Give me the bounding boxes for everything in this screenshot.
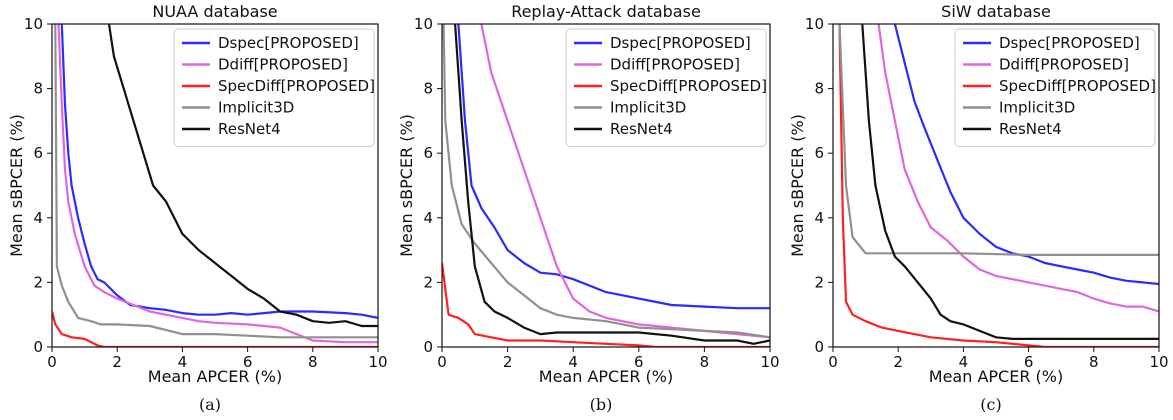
legend-label: ResNet4 (999, 120, 1062, 138)
x-tick-label: 2 (112, 353, 122, 371)
y-tick-label: 8 (33, 80, 43, 98)
y-axis-label: Mean sBPCER (%) (7, 114, 26, 257)
legend-label: Dspec[PROPOSED] (218, 34, 359, 52)
y-tick-label: 0 (423, 338, 433, 356)
x-tick-label: 2 (893, 353, 903, 371)
chart-panel: 0 2 4 6 8 10 0 2 4 6 8 10 Replay-Attack database Mean… (397, 2, 780, 414)
x-tick-label: 4 (568, 353, 578, 371)
series-line-resnet4 (107, 24, 378, 328)
legend: Dspec[PROPOSED] Ddiff[PROPOSED] SpecDiff[P… (173, 28, 375, 147)
series-line-dspec-proposed (457, 24, 770, 310)
y-axis-label: Mean sBPCER (%) (397, 114, 416, 257)
panel-caption: (c) (980, 395, 1001, 414)
y-tick-label: 10 (414, 15, 433, 33)
chart-panel: 0 2 4 6 8 10 0 2 4 6 8 10 SiW database Mean APCER (%)… (788, 2, 1169, 414)
y-tick-label: 4 (33, 209, 43, 227)
y-tick-label: 8 (814, 80, 824, 98)
x-tick-label: 0 (437, 353, 447, 371)
x-tick-label: 4 (959, 353, 969, 371)
y-tick-label: 2 (33, 273, 43, 291)
plot-frame (832, 23, 1160, 348)
series-line-resnet4 (861, 24, 1159, 340)
series-line-implicit3d (442, 24, 770, 339)
series-lines (52, 24, 378, 347)
series-line-implicit3d (54, 24, 378, 339)
chart-panel: 0 2 4 6 8 10 0 2 4 6 8 10 NUAA database Mean APCER (%… (7, 2, 388, 414)
series-line-specdiff-proposed (838, 24, 1159, 347)
legend: Dspec[PROPOSED] Ddiff[PROPOSED] SpecDiff[P… (565, 28, 767, 147)
y-tick-label: 8 (423, 80, 433, 98)
y-tick-label: 6 (33, 144, 43, 162)
legend-label: SpecDiff[PROPOSED] (999, 77, 1156, 95)
x-tick-label: 8 (308, 353, 318, 371)
legend-label: Ddiff[PROPOSED] (610, 56, 740, 74)
legend-label: Implicit3D (218, 99, 294, 117)
series-line-ddiff-proposed (57, 24, 378, 344)
chart-title: Replay-Attack database (511, 2, 701, 21)
legend-box (173, 28, 375, 147)
series-line-dspec-proposed (893, 24, 1159, 286)
series-lines (442, 24, 770, 347)
x-tick-label: 10 (1149, 353, 1168, 371)
plot-frame (51, 23, 379, 348)
x-tick-label: 6 (1024, 353, 1034, 371)
legend-box (565, 28, 767, 147)
x-tick-label: 6 (634, 353, 644, 371)
y-tick-label: 10 (805, 15, 824, 33)
legend-label: ResNet4 (610, 120, 673, 138)
legend-label: Dspec[PROPOSED] (610, 34, 751, 52)
legend-box (954, 28, 1156, 147)
x-tick-label: 2 (503, 353, 513, 371)
x-tick-label: 4 (178, 353, 188, 371)
legend-label: Implicit3D (610, 99, 686, 117)
legend-label: Dspec[PROPOSED] (999, 34, 1140, 52)
x-tick-label: 6 (243, 353, 253, 371)
x-tick-label: 8 (700, 353, 710, 371)
legend-label: Ddiff[PROPOSED] (218, 56, 348, 74)
series-line-ddiff-proposed (877, 24, 1159, 313)
legend-label: SpecDiff[PROPOSED] (218, 77, 375, 95)
y-tick-label: 2 (423, 273, 433, 291)
y-tick-label: 4 (814, 209, 824, 227)
y-tick-label: 2 (814, 273, 824, 291)
x-axis-label: Mean APCER (%) (148, 367, 282, 386)
y-tick-label: 6 (423, 144, 433, 162)
series-line-specdiff-proposed (442, 262, 770, 347)
y-axis-label: Mean sBPCER (%) (788, 114, 807, 257)
x-tick-label: 8 (1089, 353, 1099, 371)
y-tick-label: 10 (24, 15, 43, 33)
legend-label: SpecDiff[PROPOSED] (610, 77, 767, 95)
legend-label: ResNet4 (218, 120, 281, 138)
legend: Dspec[PROPOSED] Ddiff[PROPOSED] SpecDiff[P… (954, 28, 1156, 147)
chart-title: NUAA database (152, 2, 277, 21)
legend-label: Implicit3D (999, 99, 1075, 117)
x-tick-label: 0 (47, 353, 57, 371)
y-tick-label: 6 (814, 144, 824, 162)
x-tick-label: 10 (760, 353, 779, 371)
plot-frame (441, 23, 771, 348)
panel-caption: (b) (590, 395, 613, 414)
x-axis-label: Mean APCER (%) (929, 367, 1063, 386)
x-tick-label: 10 (368, 353, 387, 371)
series-lines (838, 24, 1159, 347)
y-tick-label: 0 (814, 338, 824, 356)
x-axis-label: Mean APCER (%) (539, 367, 673, 386)
series-line-implicit3d (838, 24, 1159, 256)
panel-caption: (a) (199, 395, 221, 414)
x-tick-label: 0 (828, 353, 838, 371)
series-line-resnet4 (454, 24, 770, 345)
chart-title: SiW database (941, 2, 1051, 21)
y-tick-label: 0 (33, 338, 43, 356)
legend-label: Ddiff[PROPOSED] (999, 56, 1129, 74)
y-tick-label: 4 (423, 209, 433, 227)
